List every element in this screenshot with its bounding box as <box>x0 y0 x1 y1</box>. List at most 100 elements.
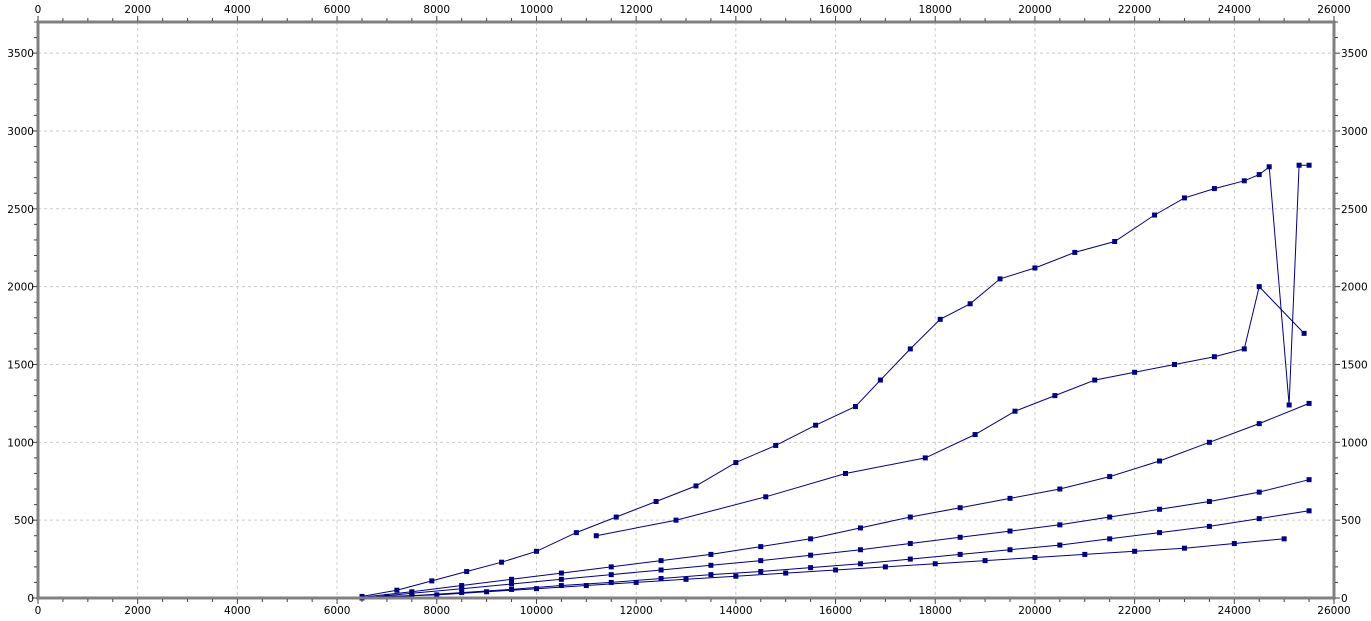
data-point <box>997 276 1003 282</box>
data-point <box>882 564 888 570</box>
y-tick-label-left: 3500 <box>7 48 34 60</box>
x-tick-label-top: 6000 <box>324 4 351 16</box>
x-tick-label-bottom: 16000 <box>819 605 852 617</box>
data-point <box>1157 530 1163 536</box>
data-point <box>1112 239 1118 245</box>
data-point <box>843 470 849 476</box>
data-point <box>459 590 465 596</box>
data-point <box>907 556 913 562</box>
data-point <box>852 404 858 410</box>
data-point <box>1231 541 1237 547</box>
data-point <box>1256 172 1262 178</box>
x-tick-label-bottom: 12000 <box>619 605 652 617</box>
x-tick-label-top: 8000 <box>423 4 450 16</box>
x-tick-label-bottom: 4000 <box>224 605 251 617</box>
data-point <box>608 579 614 585</box>
data-point <box>937 316 943 322</box>
data-point <box>907 346 913 352</box>
grid-lines <box>38 22 1334 598</box>
x-tick-label-top: 24000 <box>1218 4 1251 16</box>
data-point <box>758 558 764 564</box>
data-point <box>1206 498 1212 504</box>
x-tick-label-top: 4000 <box>224 4 251 16</box>
data-point <box>967 301 973 307</box>
data-point <box>658 558 664 564</box>
x-tick-label-top: 2000 <box>124 4 151 16</box>
data-point <box>509 581 515 587</box>
data-point <box>683 576 689 582</box>
data-point <box>1211 186 1217 192</box>
data-point <box>758 544 764 550</box>
x-tick-label-bottom: 8000 <box>423 605 450 617</box>
data-point <box>1256 284 1262 290</box>
y-tick-label-left: 0 <box>27 593 34 605</box>
data-point <box>1266 164 1272 170</box>
data-point <box>907 541 913 547</box>
y-tick-label-left: 1500 <box>7 359 34 371</box>
data-point <box>833 567 839 573</box>
data-point <box>1306 162 1312 168</box>
data-point <box>459 586 465 592</box>
data-point <box>1281 536 1287 542</box>
x-tick-label-top: 16000 <box>819 4 852 16</box>
data-point <box>957 505 963 511</box>
x-tick-label-top: 20000 <box>1018 4 1051 16</box>
data-point <box>484 589 490 595</box>
data-point <box>1241 346 1247 352</box>
data-point <box>1157 506 1163 512</box>
x-tick-label-top: 18000 <box>919 4 952 16</box>
data-point <box>733 573 739 579</box>
data-point <box>1107 514 1113 520</box>
data-point <box>1306 477 1312 483</box>
data-point <box>1072 249 1078 255</box>
data-point <box>708 572 714 578</box>
data-point <box>1092 377 1098 383</box>
data-point <box>808 565 814 571</box>
x-tick-label-top: 12000 <box>619 4 652 16</box>
y-tick-label-right: 0 <box>1341 593 1348 605</box>
data-point <box>808 552 814 558</box>
data-point <box>653 498 659 504</box>
data-point <box>1057 522 1063 528</box>
x-tick-label-bottom: 22000 <box>1118 605 1151 617</box>
data-point <box>693 483 699 489</box>
plot-frame <box>36 20 1336 600</box>
data-point <box>1032 265 1038 271</box>
data-point <box>1306 400 1312 406</box>
data-point <box>394 587 400 593</box>
data-point <box>1241 178 1247 184</box>
x-tick-label-bottom: 18000 <box>919 605 952 617</box>
data-point <box>708 551 714 557</box>
data-point <box>434 592 440 598</box>
data-point <box>1012 408 1018 414</box>
data-point <box>813 422 819 428</box>
y-tick-label-right: 1500 <box>1341 359 1368 371</box>
data-point <box>1007 528 1013 534</box>
plot-border <box>36 20 1336 600</box>
data-point <box>558 576 564 582</box>
data-point <box>509 576 515 582</box>
y-tick-label-right: 500 <box>1341 515 1361 527</box>
data-point <box>608 564 614 570</box>
x-tick-label-bottom: 2000 <box>124 605 151 617</box>
data-point <box>957 534 963 540</box>
data-point <box>758 569 764 575</box>
y-tick-label-right: 2500 <box>1341 204 1368 216</box>
data-point <box>558 583 564 589</box>
data-point <box>429 578 435 584</box>
data-point <box>763 494 769 500</box>
data-point <box>658 567 664 573</box>
data-series <box>359 162 1312 601</box>
data-point <box>922 455 928 461</box>
data-point <box>972 432 978 438</box>
data-point <box>1306 508 1312 514</box>
data-point <box>1107 474 1113 480</box>
data-point <box>1206 439 1212 445</box>
data-point <box>613 514 619 520</box>
data-point <box>1007 495 1013 501</box>
data-point <box>1256 516 1262 522</box>
y-tick-label-right: 3500 <box>1341 48 1368 60</box>
data-point <box>1082 551 1088 557</box>
data-point <box>708 562 714 568</box>
